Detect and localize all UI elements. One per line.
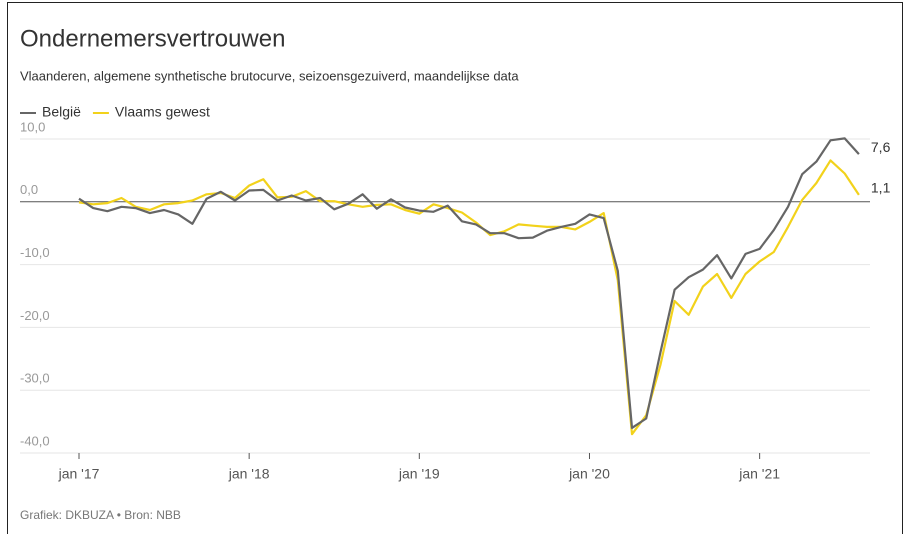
y-tick-label: -30,0: [20, 371, 50, 386]
x-tick-label: jan '20: [568, 466, 610, 482]
frame: [7, 2, 903, 539]
chart-title: Ondernemersvertrouwen: [20, 25, 285, 52]
y-tick-label: -10,0: [20, 245, 50, 260]
y-tick-label: -20,0: [20, 308, 50, 323]
source: Grafiek: DKBUZA • Bron: NBB: [20, 508, 181, 522]
value-label: 7,6: [871, 139, 891, 155]
x-tick-label: jan '21: [738, 466, 780, 482]
series-line: [78, 159, 860, 436]
series-line: [78, 137, 860, 429]
x-tick-label: jan '18: [228, 466, 270, 482]
x-tick-label: jan '17: [58, 466, 100, 482]
legend-label: Vlaams gewest: [115, 104, 210, 120]
legend-label: België: [42, 104, 81, 120]
y-tick-label: 0,0: [20, 182, 38, 197]
value-label: 1,1: [871, 180, 891, 196]
y-tick-label: 10,0: [20, 119, 45, 134]
chart-subtitle: Vlaanderen, algemene synthetische brutoc…: [20, 68, 519, 83]
y-tick-label: -40,0: [20, 433, 50, 448]
x-tick-label: jan '19: [398, 466, 440, 482]
